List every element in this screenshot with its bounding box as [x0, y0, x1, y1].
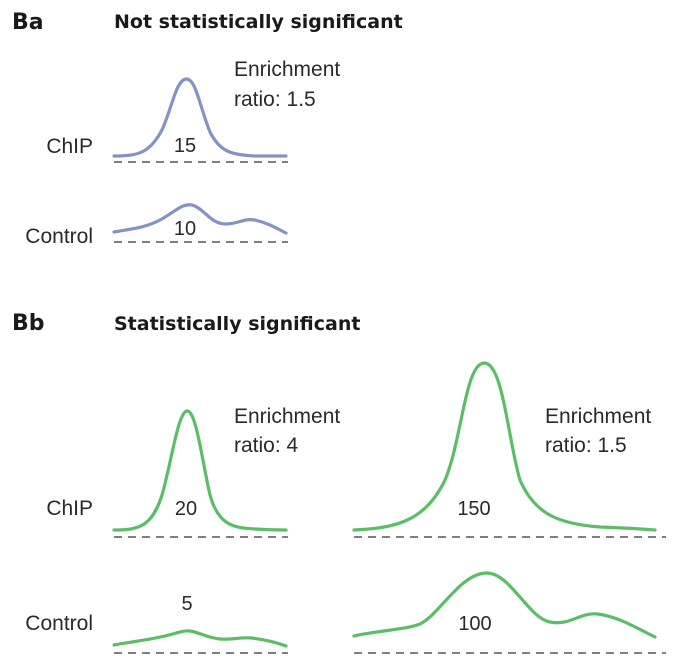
panel-b-left-control-value: 5	[181, 593, 192, 615]
panel-b-title: Statistically significant	[114, 313, 360, 335]
panel-a-control-peak	[112, 203, 288, 235]
panel-a-ratio-line2: ratio: 1.5	[234, 88, 316, 111]
panel-a-label: Ba	[12, 10, 44, 35]
panel-b-left-chip-value: 20	[175, 498, 197, 520]
panel-a-title: Not statistically significant	[114, 11, 403, 33]
panel-b-right-ratio-line2: ratio: 1.5	[545, 434, 627, 457]
panel-a-control-label: Control	[25, 225, 93, 248]
panel-b-left-ratio-line2: ratio: 4	[234, 434, 299, 457]
panel-b-chip-label: ChIP	[46, 497, 93, 520]
panel-b-left-control-peak	[112, 629, 288, 648]
panel-a-ratio-line1: Enrichment	[234, 58, 340, 81]
panel-b-left-ratio-line1: Enrichment	[234, 405, 340, 428]
panel-a-chip-label: ChIP	[46, 135, 93, 158]
panel-a-chip-value: 15	[174, 135, 196, 157]
panel-b-left-chip-peak	[112, 409, 288, 532]
panel-a-chip-peak	[112, 77, 288, 158]
panel-b-right-ratio-line1: Enrichment	[545, 405, 651, 428]
panel-b-right-control-value: 100	[458, 613, 491, 635]
panel-a-control-value: 10	[174, 218, 196, 240]
panel-b-right-control-peak	[352, 571, 657, 639]
panel-b-right-chip-peak	[352, 361, 657, 532]
panel-b-control-label: Control	[25, 612, 93, 635]
panel-b-right-chip-value: 150	[457, 498, 490, 520]
panel-b-label: Bb	[12, 311, 45, 336]
